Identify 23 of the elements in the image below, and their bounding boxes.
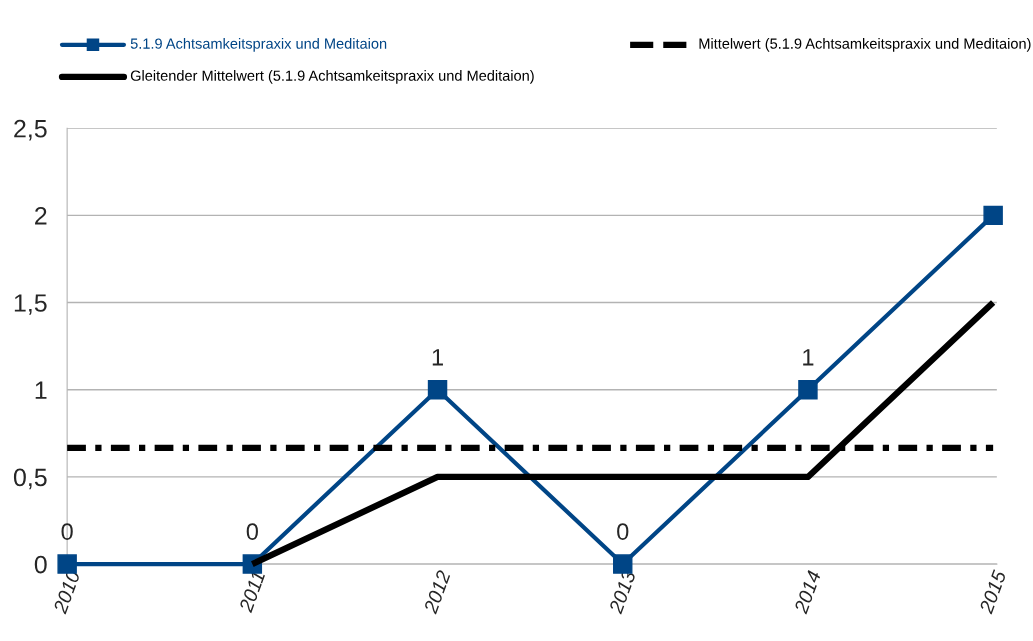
point [798,380,818,400]
point [613,554,633,574]
y-tick-label: 0,5 [13,468,47,490]
y-tick-label: 1 [35,381,47,399]
legend-label: Mittelwert (5.1.9 Achtsamkeitspraxix und Meditaion) [699,38,1031,52]
point [57,554,77,574]
data-label: 0 [617,523,629,540]
point [983,205,1003,226]
legend-label: Gleitender Mittelwert (5.1.9 Achtsamkeitspraxix und Meditaion) [130,70,534,84]
data-label: 1 [432,349,443,366]
y-tick-label: 2,5 [14,119,47,141]
x-tick-label: 2015 [978,569,1007,615]
point [427,380,448,400]
x-tick-label: 2012 [423,569,451,615]
x-tick-label: 2014 [793,569,822,615]
data-label: 0 [246,523,258,540]
data-label: 0 [61,523,73,540]
legend-label: 5.1.9 Achtsamkeitspraxix und Meditaion [130,38,387,52]
y-tick-label: 2 [35,206,47,225]
y-tick-label: 1,5 [14,294,47,315]
x-tick-label: 2011 [238,570,266,614]
y-tick-label: 0 [34,555,47,574]
data-label: 1 [803,349,814,366]
